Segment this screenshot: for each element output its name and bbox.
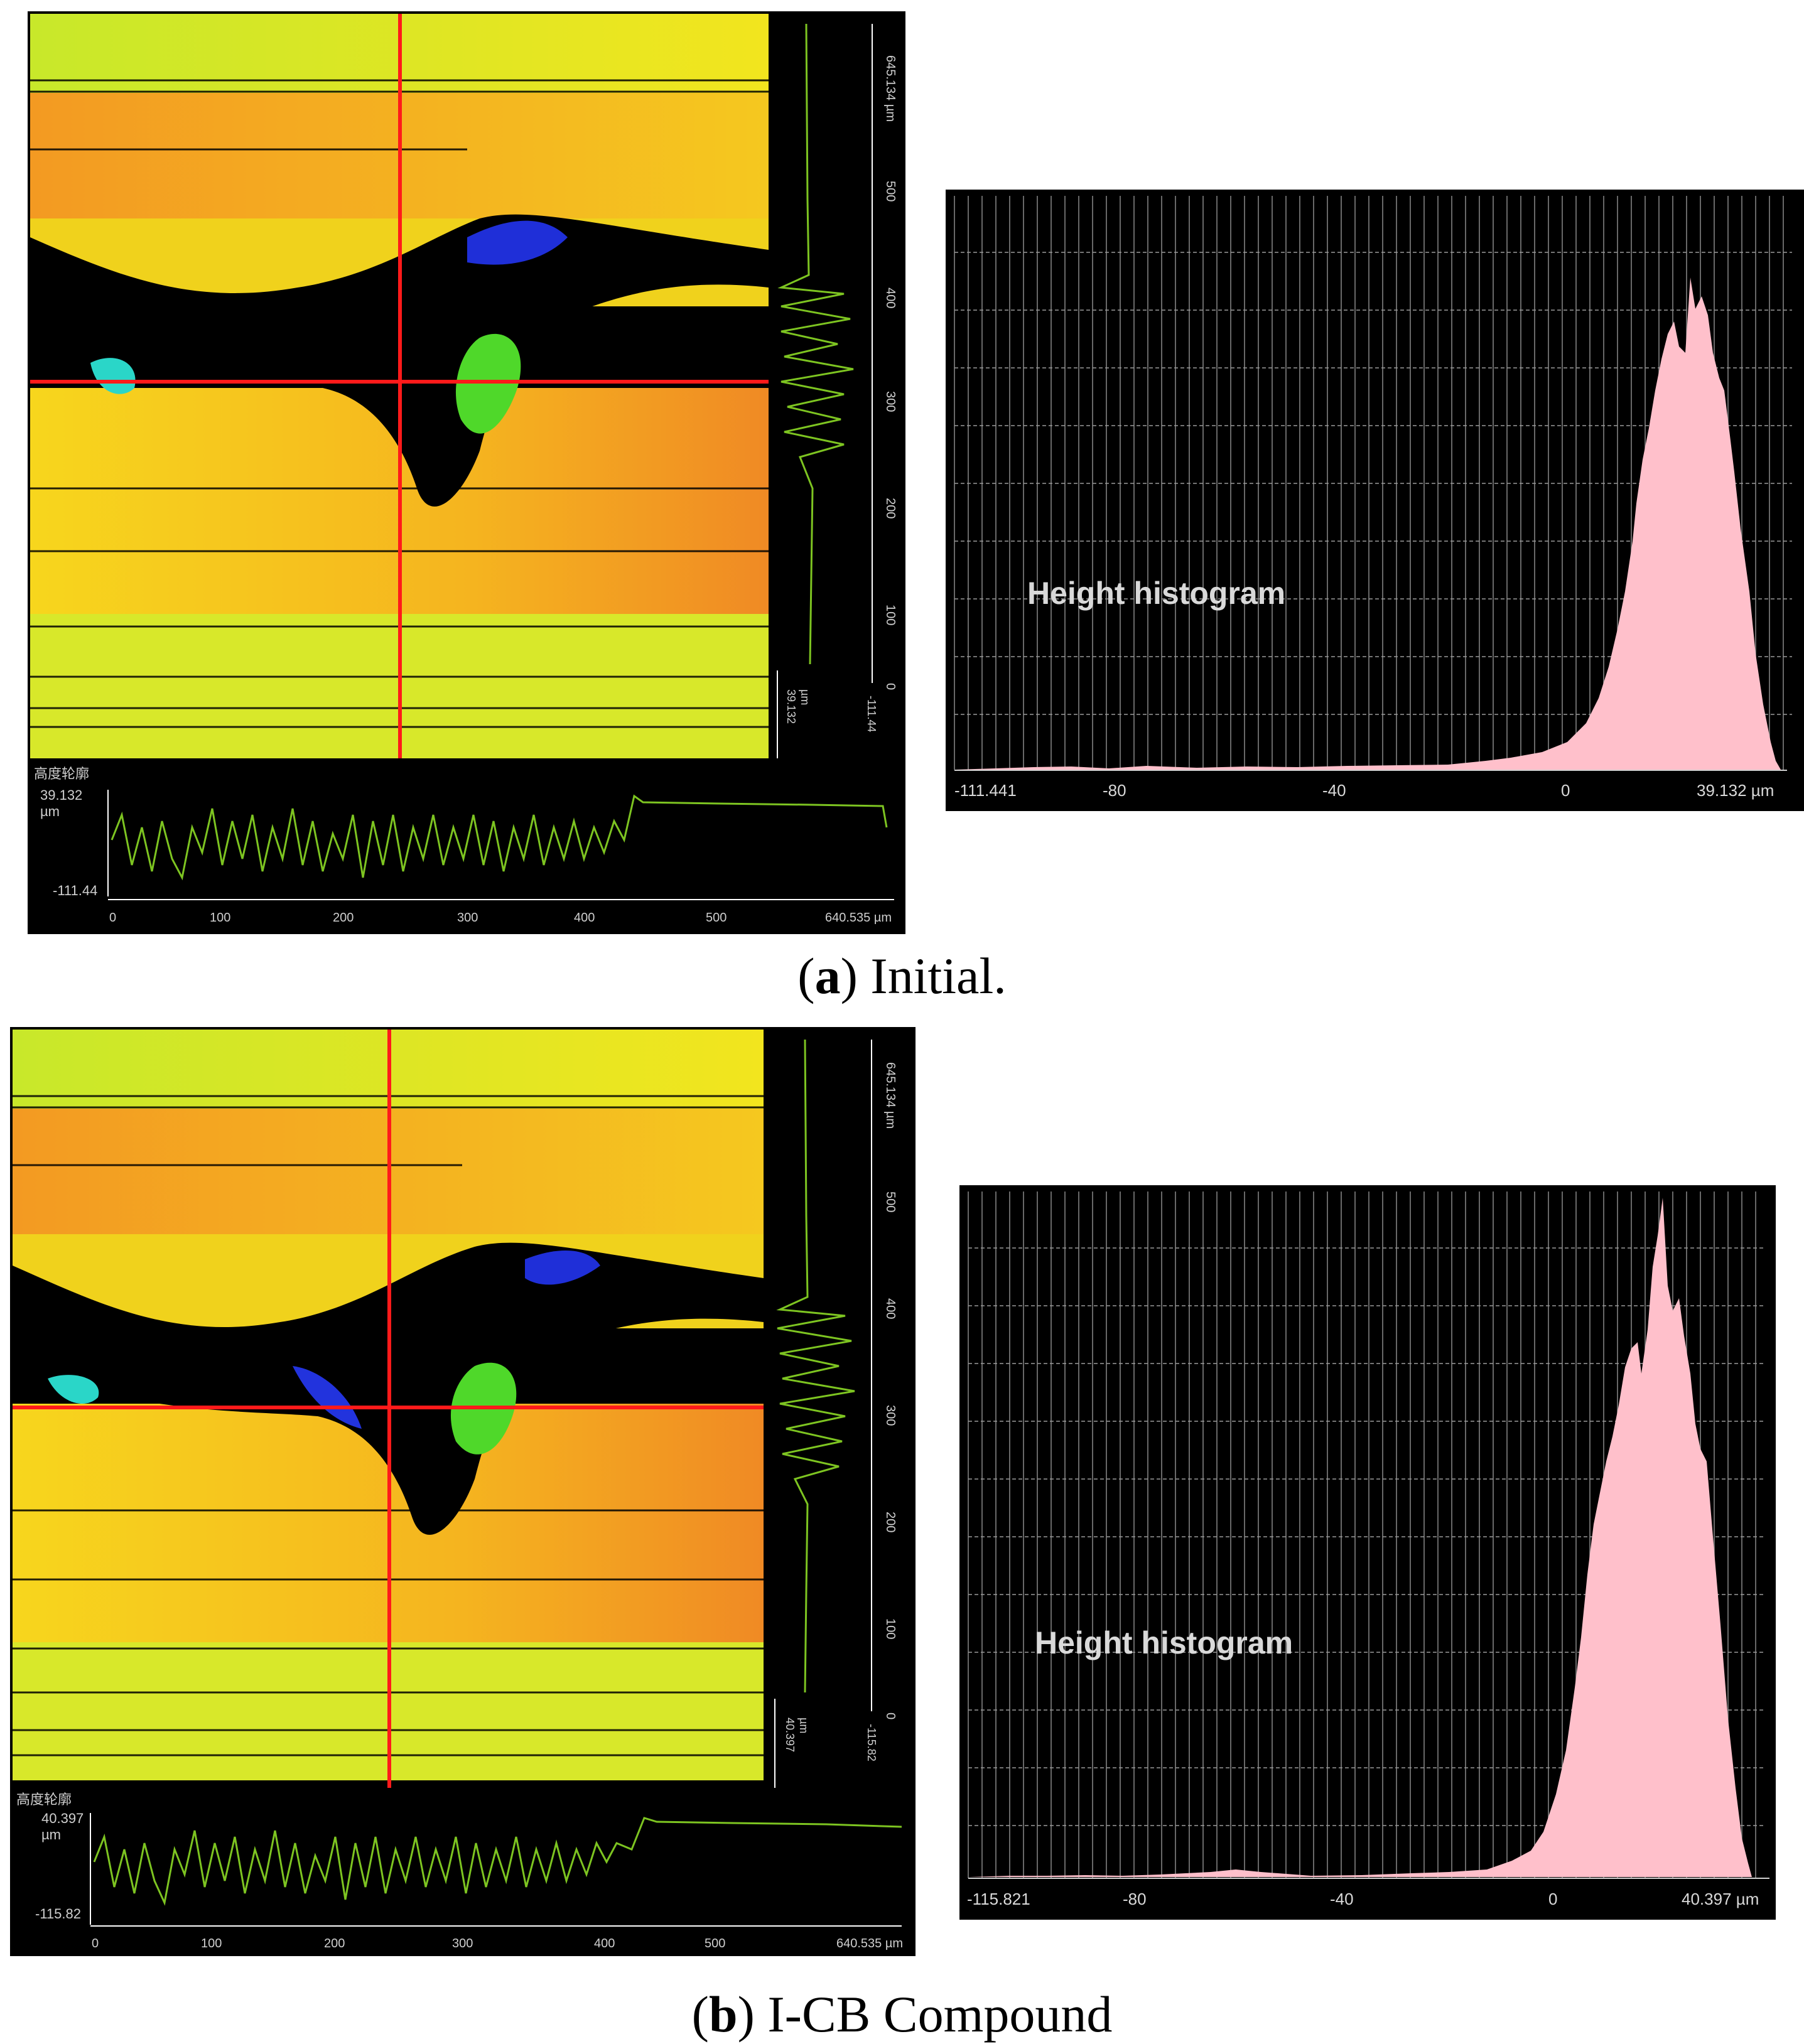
defect-region — [525, 1251, 600, 1285]
horizontal-profile-min-label: -111.44 — [53, 883, 97, 898]
vertical-profile-min-label: -115.82 — [865, 1724, 878, 1762]
horizontal-axis-max-label: 640.535 µm — [825, 911, 892, 925]
height-map-figure: 645.134 µm 500 400 300 200 100 0 39.132 … — [30, 14, 897, 925]
horizontal-axis-max-label: 640.535 µm — [836, 1937, 903, 1950]
horizontal-axis-tick: 100 — [201, 1937, 222, 1950]
histogram-x-max-label: 39.132 µm — [1697, 781, 1774, 800]
vertical-axis-tick: 100 — [883, 605, 897, 625]
horizontal-axis-tick: 100 — [210, 911, 230, 925]
histogram-x-tick: -80 — [1103, 781, 1126, 800]
height-map-window: 645.134 µm 500 400 300 200 100 0 39.132 … — [28, 11, 905, 934]
histogram-x-min-label: -111.441 — [954, 781, 1017, 800]
horizontal-profile-title: 高度轮廓 — [34, 766, 89, 782]
defect-region — [48, 1375, 99, 1404]
defect-region — [467, 220, 568, 265]
histogram-area — [968, 1198, 1752, 1877]
vertical-axis-tick: 200 — [883, 1512, 897, 1532]
horizontal-profile-max-label: 39.132 — [40, 787, 82, 803]
figure-caption: (a) Initial. — [797, 947, 1007, 1004]
defect-region — [293, 1366, 362, 1429]
height-map-window: 645.134 µm 500 400 300 200 100 0 40.397 … — [10, 1027, 916, 1956]
vertical-axis-tick: 0 — [883, 1713, 897, 1719]
vertical-profile-unit: µm — [797, 1718, 810, 1733]
horizontal-axis-tick: 200 — [333, 911, 354, 925]
height-map-figure: 645.134 µm 500 400 300 200 100 0 40.397 … — [13, 1030, 903, 1950]
horizontal-profile-unit: µm — [41, 1827, 61, 1842]
histogram-x-tick: 0 — [1548, 1890, 1557, 1908]
caption-letter: b — [708, 1986, 738, 2043]
histogram-x-min-label: -115.821 — [967, 1890, 1030, 1908]
vertical-axis-tick: 400 — [883, 1298, 897, 1319]
histogram-x-max-label: 40.397 µm — [1682, 1890, 1759, 1908]
vertical-profile-max-label: 39.132 — [785, 689, 797, 724]
horizontal-axis-tick: 0 — [92, 1937, 99, 1950]
histogram-label: Height histogram — [1035, 1625, 1293, 1660]
height-histogram-window: Height histogram -115.821 -80 -40 0 40.3… — [959, 1185, 1776, 1920]
histogram-x-tick: -80 — [1123, 1890, 1147, 1908]
defect-region — [90, 358, 136, 394]
horizontal-axis-tick: 500 — [706, 911, 726, 925]
caption-letter: a — [814, 947, 841, 1004]
vertical-profile-min-label: -111.44 — [865, 696, 878, 732]
histogram-label: Height histogram — [1027, 576, 1285, 611]
caption-text: I-CB Compound — [767, 1986, 1113, 2043]
vertical-axis-tick: 400 — [883, 288, 897, 308]
height-histogram-chart: Height histogram -115.821 -80 -40 0 40.3… — [967, 1191, 1769, 1908]
vertical-axis-tick: 200 — [883, 498, 897, 519]
vertical-axis-tick: 500 — [883, 181, 897, 202]
vertical-profile-unit: µm — [799, 689, 811, 705]
horizontal-profile-title: 高度轮廓 — [16, 1792, 72, 1807]
horizontal-axis-tick: 500 — [705, 1937, 725, 1950]
horizontal-profile-unit: µm — [40, 804, 60, 819]
height-histogram-window: Height histogram -111.441 -80 -40 0 39.1… — [946, 190, 1804, 811]
horizontal-profile-line — [111, 794, 888, 881]
vertical-profile-max-label: 40.397 — [784, 1718, 796, 1752]
histogram-x-tick: -40 — [1330, 1890, 1354, 1908]
vertical-axis-max-label: 645.134 µm — [883, 55, 897, 122]
vertical-axis-max-label: 645.134 µm — [883, 1062, 897, 1129]
figure-caption: (b) I-CB Compound — [691, 1986, 1113, 2043]
histogram-x-tick: 0 — [1561, 781, 1570, 800]
vertical-axis-tick: 300 — [883, 391, 897, 412]
horizontal-axis-tick: 200 — [324, 1937, 345, 1950]
vertical-axis-tick: 500 — [883, 1191, 897, 1212]
vertical-axis-tick: 100 — [883, 1618, 897, 1639]
horizontal-axis-tick: 300 — [457, 911, 478, 925]
horizontal-axis-tick: 300 — [452, 1937, 473, 1950]
horizontal-axis-tick: 0 — [109, 911, 116, 925]
vertical-axis-tick: 0 — [883, 683, 897, 690]
horizontal-axis-tick: 400 — [574, 911, 595, 925]
horizontal-profile-min-label: -115.82 — [35, 1906, 81, 1922]
horizontal-profile-max-label: 40.397 — [41, 1810, 84, 1826]
horizontal-profile-line — [93, 1817, 902, 1906]
height-histogram-chart: Height histogram -111.441 -80 -40 0 39.1… — [954, 196, 1792, 800]
vertical-profile-line — [776, 1039, 855, 1693]
histogram-area — [954, 277, 1781, 770]
histogram-x-tick: -40 — [1322, 781, 1346, 800]
caption-text: Initial. — [870, 947, 1007, 1004]
vertical-profile-line — [777, 23, 854, 665]
vertical-axis-tick: 300 — [883, 1405, 897, 1426]
defect-region — [455, 333, 521, 434]
horizontal-axis-tick: 400 — [594, 1937, 615, 1950]
